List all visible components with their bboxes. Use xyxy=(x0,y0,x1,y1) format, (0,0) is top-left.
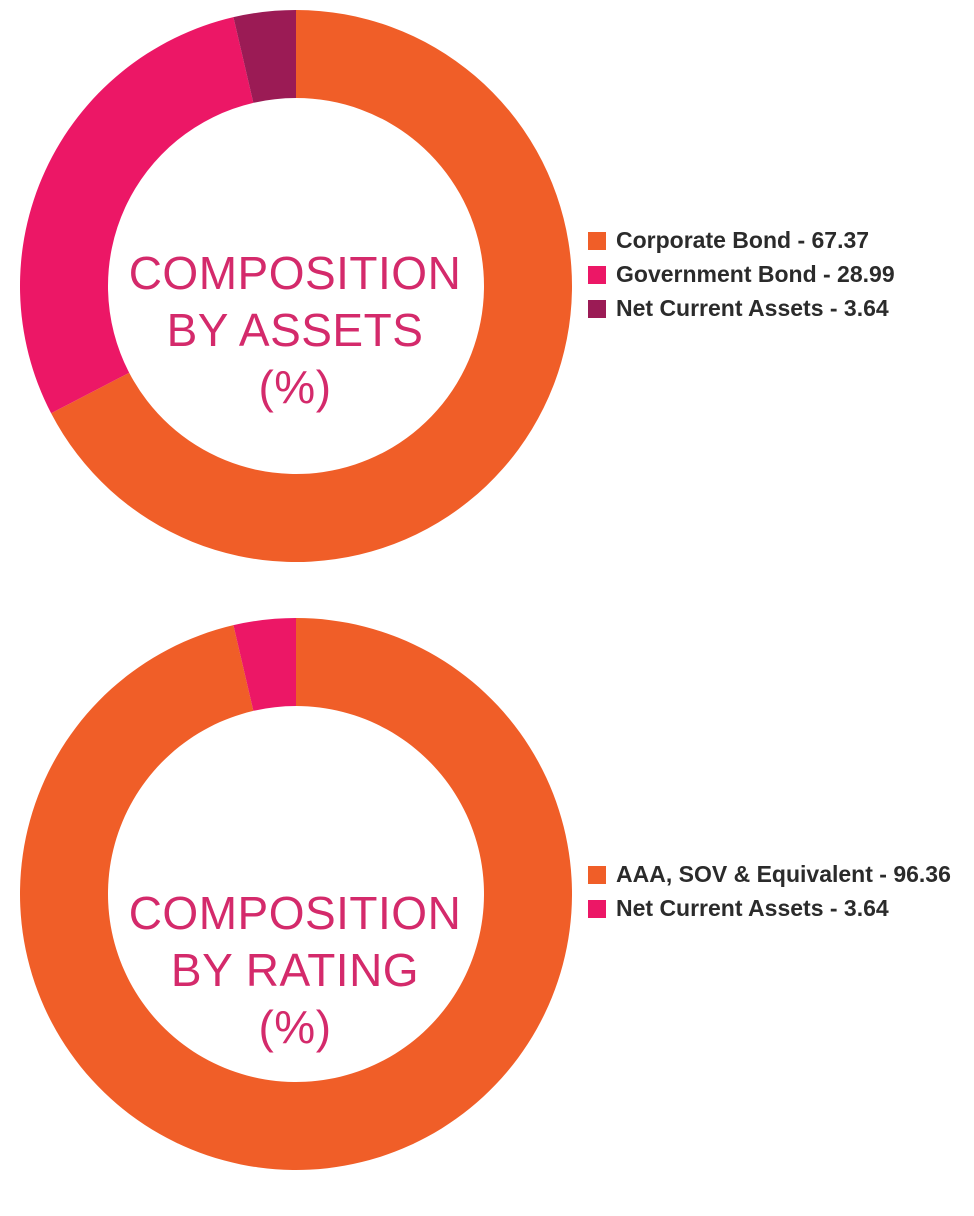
legend-item-net-current-assets: Net Current Assets - 3.64 xyxy=(588,292,958,325)
rating-donut-title: COMPOSITION BY RATING (%) xyxy=(110,885,480,1056)
legend-swatch xyxy=(588,300,606,318)
assets-donut xyxy=(20,10,572,563)
rating-title-line-2: BY RATING xyxy=(170,944,420,996)
legend-item-aaa-sov-equivalent: AAA, SOV & Equivalent - 96.36 xyxy=(588,858,958,891)
legend-label: Net Current Assets - 3.64 xyxy=(616,895,889,921)
legend-item-net-current-assets: Net Current Assets - 3.64 xyxy=(588,892,958,925)
donut-slice-aaa-sov-equivalent xyxy=(19,618,572,1170)
donut-slice-government-bond xyxy=(20,17,254,414)
composition-by-rating-chart: COMPOSITION BY RATING (%) AAA, SOV & Equ… xyxy=(0,608,974,1216)
assets-legend: Corporate Bond - 67.37 Government Bond -… xyxy=(588,224,958,326)
legend-swatch xyxy=(588,866,606,884)
legend-item-government-bond: Government Bond - 28.99 xyxy=(588,258,958,291)
rating-title-line-1: COMPOSITION xyxy=(128,887,462,939)
assets-title-line-3: (%) xyxy=(258,361,332,413)
legend-label: AAA, SOV & Equivalent - 96.36 xyxy=(616,861,951,887)
legend-item-corporate-bond: Corporate Bond - 67.37 xyxy=(588,224,958,257)
legend-swatch xyxy=(588,266,606,284)
rating-legend: AAA, SOV & Equivalent - 96.36 Net Curren… xyxy=(588,858,958,926)
donut-slice-net-current-assets xyxy=(233,10,296,103)
assets-donut-title: COMPOSITION BY ASSETS (%) xyxy=(110,245,480,416)
legend-swatch xyxy=(588,232,606,250)
legend-swatch xyxy=(588,900,606,918)
assets-title-line-2: BY ASSETS xyxy=(166,304,424,356)
legend-label: Corporate Bond - 67.37 xyxy=(616,227,870,253)
donut-slice-net-current-assets xyxy=(233,618,296,711)
rating-donut xyxy=(19,618,572,1170)
legend-label: Government Bond - 28.99 xyxy=(616,261,895,287)
assets-title-line-1: COMPOSITION xyxy=(128,247,462,299)
rating-title-line-3: (%) xyxy=(258,1001,332,1053)
composition-by-assets-chart: COMPOSITION BY ASSETS (%) Corporate Bond… xyxy=(20,10,958,563)
donut-slice-corporate-bond xyxy=(51,10,572,563)
legend-label: Net Current Assets - 3.64 xyxy=(616,295,889,321)
